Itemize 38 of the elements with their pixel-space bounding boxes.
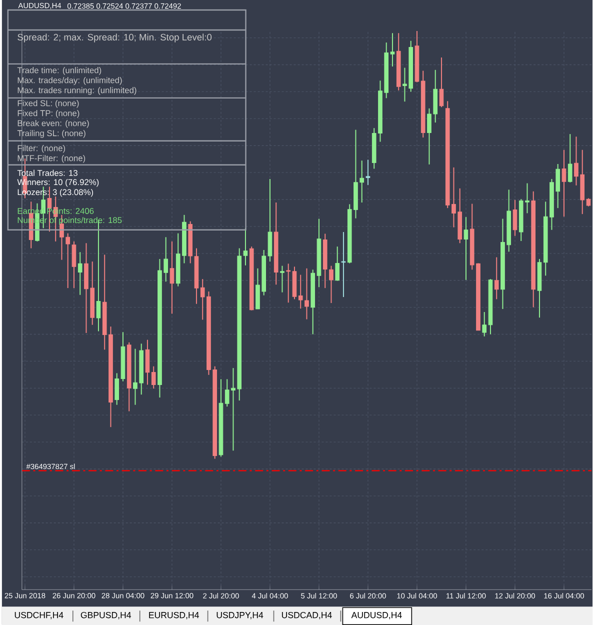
- candlestick: [244, 228, 248, 266]
- annotation: Spread: 2; max. Spread: 10; Min. Stop Level:0: [18, 34, 212, 42]
- candlestick: [152, 366, 156, 390]
- candlestick: [440, 57, 444, 108]
- candlestick: [286, 263, 291, 304]
- candlestick: [335, 246, 340, 282]
- candlestick: [72, 240, 76, 289]
- candlestick: [494, 256, 499, 300]
- annotation: Fixed SL: (none): [18, 100, 79, 108]
- candlestick: [114, 372, 120, 406]
- annotation: Max. trades/day: (unlimited): [18, 77, 122, 85]
- candlestick: [329, 265, 334, 304]
- text: USDCHF,H4: [15, 612, 64, 620]
- candlestick: [268, 178, 272, 262]
- annotation: Filter: (none): [18, 144, 66, 153]
- candlestick: [78, 252, 82, 296]
- annotation: Trailing SL: (none): [18, 130, 86, 138]
- candlestick: [562, 149, 566, 218]
- annotation: Trade time: (unlimited): [18, 67, 102, 75]
- candlestick: [568, 134, 572, 183]
- annotation: Fixed TP: (none): [18, 110, 80, 118]
- candlestick: [513, 199, 518, 236]
- candlestick: [146, 339, 150, 386]
- text: AUDUSD,H4: [352, 612, 402, 620]
- text: USDJPY,H4: [217, 612, 264, 620]
- candlestick: [170, 240, 174, 314]
- candlestick: [366, 159, 370, 186]
- annotation: Max. trades running: (unlimited): [18, 87, 136, 95]
- candlestick: [390, 32, 395, 67]
- candlestick: [342, 232, 346, 298]
- candlestick: [280, 265, 285, 293]
- annotation: MTF-Filter: (none): [18, 154, 86, 163]
- text: EURUSD,H4: [149, 612, 200, 620]
- annotation: Break even: (none): [18, 120, 90, 128]
- candlestick: [482, 312, 487, 337]
- text: USDCAD,H4: [282, 612, 332, 620]
- candlestick: [464, 216, 468, 280]
- text: GBPUSD,H4: [81, 612, 132, 620]
